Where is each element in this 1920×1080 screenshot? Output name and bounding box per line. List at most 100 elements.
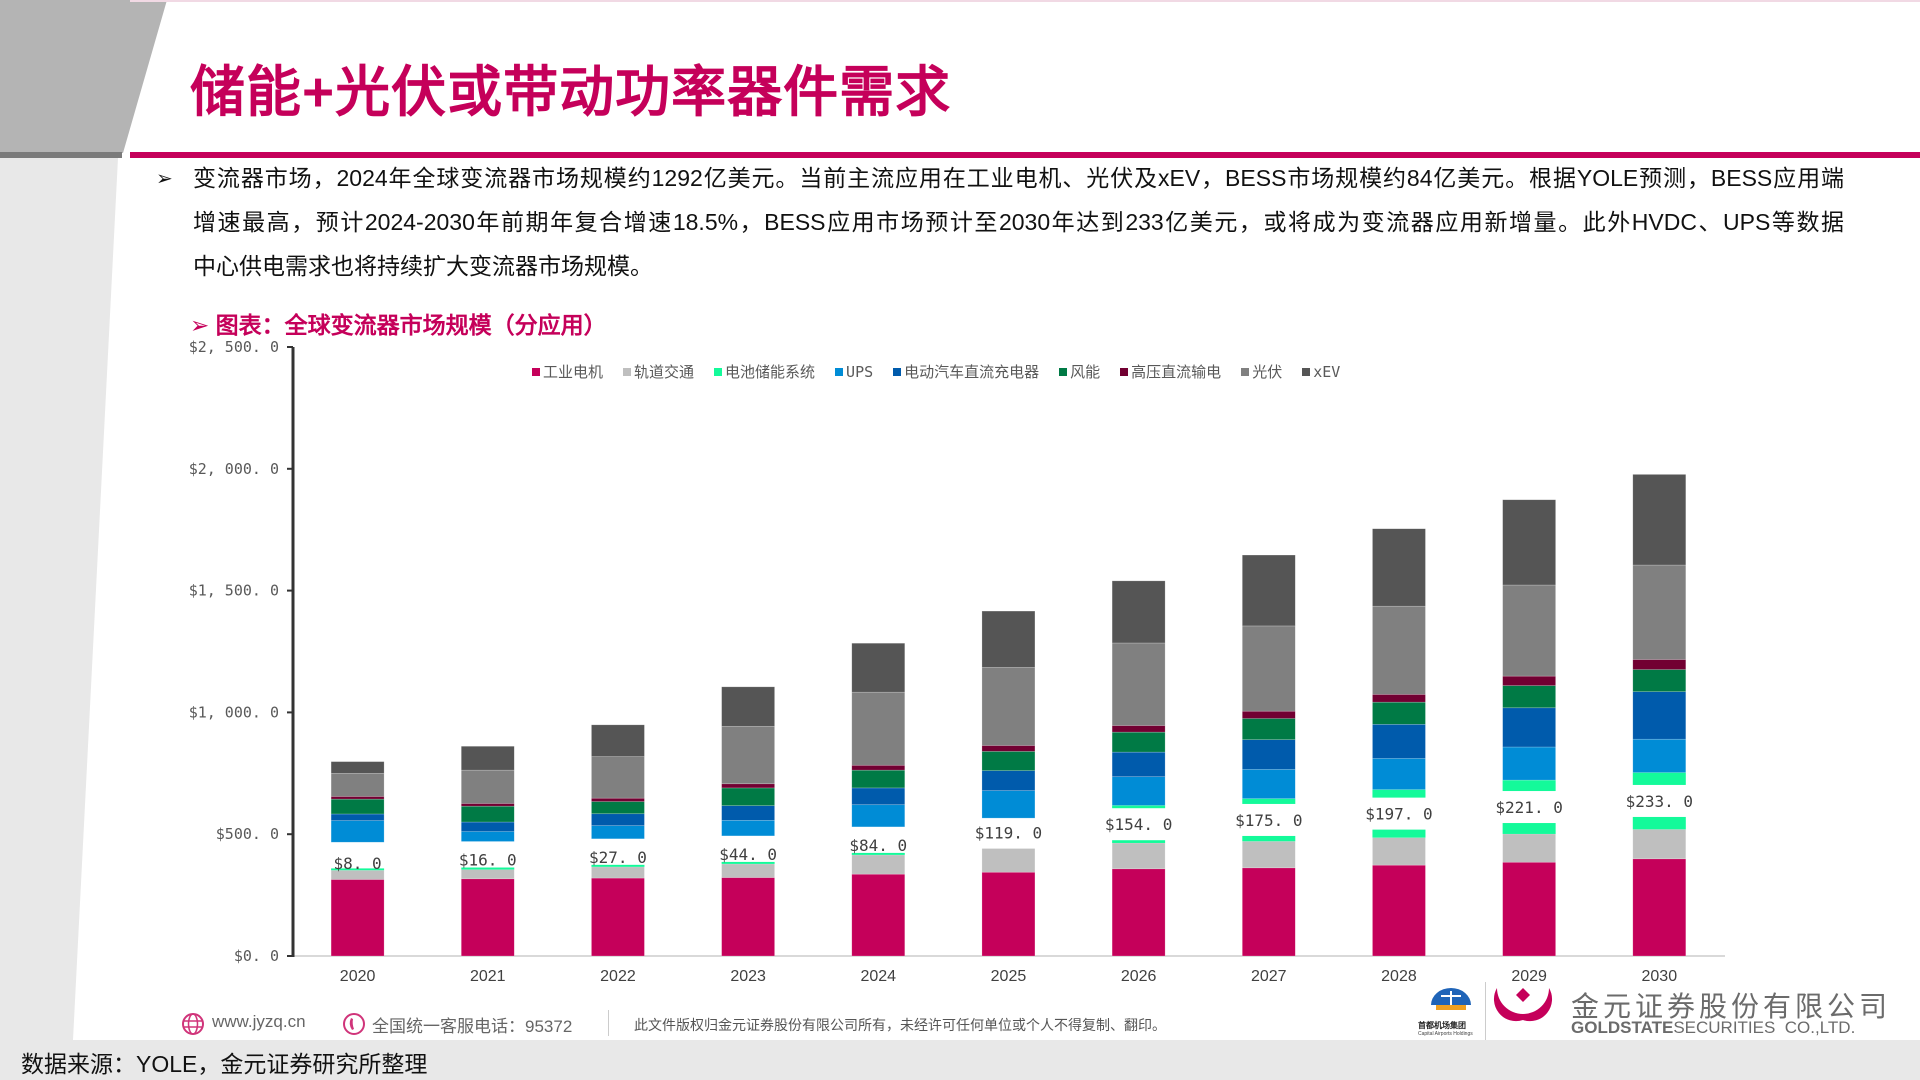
data-label: $221. 0 (1495, 798, 1562, 817)
bar-segment-风能 (981, 751, 1036, 771)
caption-arrow-icon: ➢ (190, 312, 216, 338)
bar-segment-UPS (460, 831, 515, 842)
bar-segment-高压直流输电 (1241, 710, 1296, 719)
partner-name-en: Capital Airports Holdings (1418, 1031, 1473, 1037)
data-label-box (589, 840, 647, 865)
content-panel (73, 0, 1920, 1040)
legend-item: xEV (1302, 361, 1340, 382)
bar-segment-轨道交通 (1502, 833, 1556, 863)
x-tick-label: 2027 (1251, 968, 1287, 985)
bar-segment-工业电机 (330, 879, 385, 957)
data-label-box (979, 816, 1037, 849)
bar-segment-高压直流输电 (1632, 659, 1687, 670)
data-label: $119. 0 (975, 824, 1042, 843)
data-label-box (1110, 808, 1168, 841)
bar-segment-电动汽车直流充电器 (721, 805, 775, 821)
x-tick-label: 2025 (991, 968, 1027, 985)
bar-segment-工业电机 (1632, 858, 1687, 957)
legend-item: 轨道交通 (623, 361, 694, 382)
y-tick-label: $1, 000. 0 (189, 703, 279, 721)
bar-segment-风能 (591, 801, 645, 815)
header-accent-line (130, 152, 1920, 158)
legend-swatch (623, 367, 632, 376)
y-tick-label: $2, 000. 0 (189, 460, 279, 478)
bar-segment-电动汽车直流充电器 (460, 821, 515, 832)
legend-item: 工业电机 (532, 361, 603, 382)
bar-segment-电动汽车直流充电器 (851, 787, 906, 806)
bar-segment-电动汽车直流充电器 (591, 813, 645, 826)
chart-caption: ➢ 图表：全球变流器市场规模（分应用） (190, 306, 607, 340)
bar-segment-电动汽车直流充电器 (330, 813, 385, 821)
data-label: $8. 0 (334, 854, 382, 873)
chart-legend: 工业电机 轨道交通 电池储能系统 UPS 电动汽车直流充电器 风能 高压直流输电 光伏 xEV (532, 361, 1340, 382)
bar-segment-电动汽车直流充电器 (981, 770, 1036, 791)
bar-segment-UPS (981, 790, 1036, 819)
legend-label: 工业电机 (543, 363, 604, 381)
bar-segment-轨道交通 (591, 866, 645, 879)
legend-swatch (714, 367, 723, 376)
bar-segment-高压直流输电 (330, 796, 385, 800)
bar-segment-高压直流输电 (1502, 675, 1556, 686)
legend-item: 电池储能系统 (714, 361, 815, 382)
x-tick-label: 2022 (600, 968, 636, 985)
bar-segment-风能 (1111, 731, 1166, 753)
bar-segment-UPS (1632, 738, 1687, 773)
bar-segment-UPS (1372, 758, 1426, 790)
bar-segment-电动汽车直流充电器 (1632, 691, 1687, 740)
chart-caption-text: 图表：全球变流器市场规模（分应用） (215, 312, 607, 338)
x-tick-label: 2020 (340, 968, 376, 985)
bar-segment-UPS (591, 825, 645, 840)
bar-segment-高压直流输电 (1372, 694, 1426, 703)
legend-label: UPS (846, 362, 874, 381)
bar-segment-工业电机 (721, 877, 775, 957)
x-tick-label: 2024 (860, 968, 896, 985)
globe-icon (182, 1013, 204, 1035)
capital-airports-logo (1431, 988, 1471, 1010)
x-tick-label: 2030 (1642, 968, 1678, 985)
legend-item: UPS (835, 361, 873, 382)
bar-segment-电动汽车直流充电器 (1241, 739, 1296, 770)
goldstate-logo (1493, 988, 1553, 1022)
legend-swatch (532, 367, 540, 376)
x-tick-label: 2028 (1381, 968, 1417, 985)
bar-segment-高压直流输电 (460, 803, 515, 807)
bar-segment-xEV (1241, 554, 1296, 627)
legend-label: xEV (1313, 362, 1341, 381)
bar-segment-工业电机 (1372, 864, 1426, 957)
bar-segment-风能 (1632, 669, 1687, 692)
bar-segment-xEV (1111, 580, 1166, 644)
bar-segment-UPS (1111, 776, 1166, 806)
bullet-arrow-icon: ➢ (156, 168, 173, 190)
bar-segment-轨道交通 (460, 869, 515, 880)
data-label-box (1630, 784, 1688, 817)
legend-item: 光伏 (1241, 361, 1282, 382)
legend-label: 电池储能系统 (725, 363, 816, 381)
bar-segment-高压直流输电 (591, 797, 645, 802)
data-label-box (849, 828, 907, 853)
bar-segment-高压直流输电 (721, 783, 775, 789)
bar-segment-xEV (1502, 499, 1556, 586)
data-label: $233. 0 (1626, 792, 1693, 811)
bar-segment-工业电机 (1241, 867, 1296, 957)
bar-segment-xEV (330, 761, 385, 774)
data-label-box (719, 837, 777, 862)
page-title: 储能+光伏或带动功率器件需求 (190, 61, 952, 123)
company-name-en-rest: SECURITIES CO.,LTD. (1673, 1018, 1856, 1037)
data-label: $197. 0 (1365, 805, 1432, 824)
bar-segment-轨道交通 (1241, 840, 1296, 869)
bar-segment-工业电机 (591, 877, 645, 957)
x-tick-label: 2023 (730, 968, 766, 985)
bar-segment-风能 (1372, 701, 1426, 725)
bar-segment-风能 (1502, 685, 1556, 709)
company-name-cn: 金元证券股份有限公司 (1571, 991, 1892, 1022)
bar-segment-UPS (721, 820, 775, 837)
legend-item: 风能 (1059, 361, 1100, 382)
bar-segment-风能 (851, 769, 906, 789)
bar-segment-工业电机 (1502, 861, 1556, 957)
bar-segment-xEV (1372, 528, 1426, 607)
legend-swatch (1059, 367, 1068, 376)
legend-label: 轨道交通 (634, 363, 695, 381)
legend-label: 风能 (1070, 363, 1101, 381)
bar-segment-工业电机 (1111, 868, 1166, 957)
website-link[interactable]: www.jyzq.cn (212, 1012, 306, 1031)
